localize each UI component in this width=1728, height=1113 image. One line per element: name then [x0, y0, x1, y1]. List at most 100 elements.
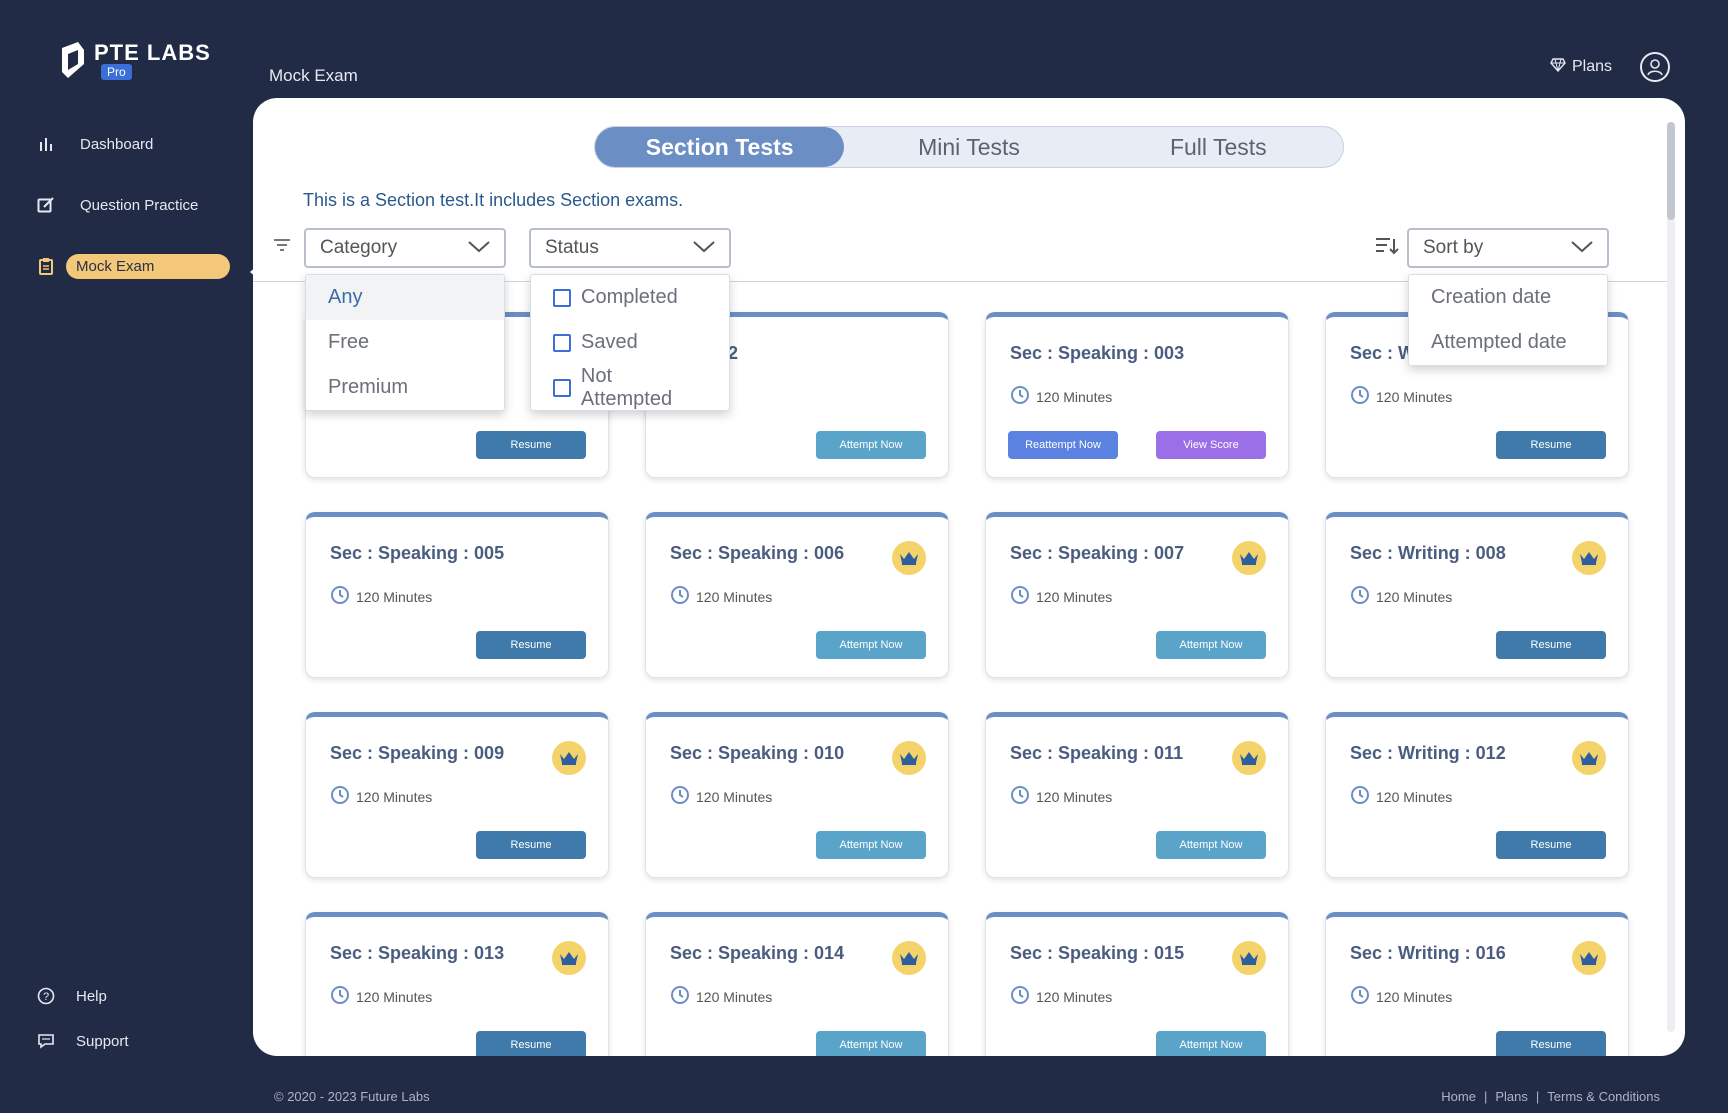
crown-icon	[1572, 541, 1606, 575]
card-title: Sec : Speaking : 005	[330, 543, 505, 563]
sort-dropdown: Creation date Attempted date	[1408, 274, 1608, 366]
brand-logo[interactable]: PTE LABS Pro	[60, 40, 211, 80]
footer-link-home[interactable]: Home	[1441, 1089, 1476, 1104]
clock-icon	[330, 585, 350, 608]
card-title: Sec : Speaking : 014	[670, 943, 845, 963]
logo-mark-icon	[60, 40, 86, 80]
checkbox[interactable]	[553, 378, 571, 397]
status-option-not-attempted[interactable]: Not Attempted	[531, 365, 729, 410]
checkbox[interactable]	[553, 333, 571, 352]
sidebar-item-label: Dashboard	[80, 135, 154, 153]
footer-links: Home | Plans | Terms & Conditions	[1441, 1089, 1660, 1104]
resume-button[interactable]: Resume	[476, 431, 586, 459]
user-avatar-icon[interactable]	[1640, 52, 1670, 82]
status-option-saved[interactable]: Saved	[531, 320, 729, 365]
test-card[interactable]: Sec : Speaking : 013 120 Minutes Resume	[305, 912, 609, 1056]
test-card[interactable]: Sec : Speaking : 005 120 Minutes Resume	[305, 512, 609, 678]
test-card[interactable]: Sec : Speaking : 010 120 Minutes Attempt N…	[645, 712, 949, 878]
card-title: Sec : Speaking : 015	[1010, 943, 1185, 963]
info-text: This is a Section test.It includes Secti…	[303, 190, 684, 210]
test-card[interactable]: Sec : Speaking : 003 120 Minutes Reattempt…	[985, 312, 1289, 478]
duration-label: 120 Minutes	[696, 588, 773, 605]
sort-icon[interactable]	[1375, 236, 1399, 261]
status-select-label: Status	[545, 237, 599, 258]
footer-link-terms[interactable]: Terms & Conditions	[1547, 1089, 1660, 1104]
card-title: Sec : Writing : 012	[1350, 743, 1506, 763]
category-select[interactable]: Category	[304, 228, 506, 268]
test-card[interactable]: Sec : Speaking : 014 120 Minutes Attempt N…	[645, 912, 949, 1056]
test-card[interactable]: Sec : Writing : 016 120 Minutes Resume	[1325, 912, 1629, 1056]
plans-link[interactable]: Plans	[1550, 57, 1612, 77]
filter-icon[interactable]	[273, 238, 291, 257]
card-duration: 120 Minutes	[1350, 985, 1452, 1008]
status-select[interactable]: Status	[529, 228, 731, 268]
card-title: Sec : Speaking : 011	[1010, 743, 1184, 763]
chevron-down-icon	[693, 237, 715, 259]
resume-button[interactable]: Resume	[1496, 431, 1606, 459]
crown-icon	[1232, 941, 1266, 975]
category-option-free[interactable]: Free	[328, 331, 370, 353]
test-card[interactable]: Sec : Writing : 012 120 Minutes Resume	[1325, 712, 1629, 878]
crown-icon	[892, 541, 926, 575]
attempt-now-button[interactable]: Attempt Now	[816, 631, 926, 659]
sidebar-nav: Dashboard Question Practice Mock Exam	[36, 130, 236, 313]
scrollbar-thumb[interactable]	[1667, 122, 1675, 220]
duration-label: 120 Minutes	[1036, 988, 1113, 1005]
clock-icon	[670, 785, 690, 808]
attempt-now-button[interactable]: Attempt Now	[1156, 631, 1266, 659]
sidebar-item-label: Support	[76, 1032, 129, 1050]
resume-button[interactable]: Resume	[1496, 831, 1606, 859]
sidebar-item-support[interactable]: Support	[36, 1027, 236, 1055]
test-card[interactable]: Sec : Speaking : 007 120 Minutes Attempt N…	[985, 512, 1289, 678]
checkbox[interactable]	[553, 288, 571, 307]
copyright: © 2020 - 2023 Future Labs	[274, 1089, 430, 1104]
crown-icon	[1572, 741, 1606, 775]
sort-option-creation-date[interactable]: Creation date	[1431, 286, 1552, 308]
sidebar-item-dashboard[interactable]: Dashboard	[36, 130, 236, 158]
test-card[interactable]: Sec : Speaking : 009 120 Minutes Resume	[305, 712, 609, 878]
clock-icon	[1010, 785, 1030, 808]
card-duration: 120 Minutes	[670, 985, 772, 1008]
scrollbar[interactable]	[1667, 122, 1675, 1032]
footer-link-plans[interactable]: Plans	[1495, 1089, 1528, 1104]
sort-select[interactable]: Sort by	[1407, 228, 1609, 268]
category-option-any[interactable]: Any	[306, 275, 504, 320]
test-card[interactable]: Sec : Speaking : 015 120 Minutes Attempt N…	[985, 912, 1289, 1056]
clock-icon	[1010, 385, 1030, 408]
card-duration: 120 Minutes	[330, 985, 432, 1008]
tab-mini-tests[interactable]: Mini Tests	[918, 133, 1020, 160]
test-card[interactable]: Sec : Writing : 008 120 Minutes Resume	[1325, 512, 1629, 678]
test-card[interactable]: Sec : Speaking : 006 120 Minutes Attempt N…	[645, 512, 949, 678]
tab-section-tests[interactable]: Section Tests	[595, 127, 845, 167]
card-duration: 120 Minutes	[330, 585, 432, 608]
sidebar-item-question-practice[interactable]: Question Practice	[36, 191, 236, 219]
attempt-now-button[interactable]: Attempt Now	[816, 831, 926, 859]
tab-full-tests[interactable]: Full Tests	[1169, 133, 1267, 160]
resume-button[interactable]: Resume	[1496, 631, 1606, 659]
pro-badge: Pro	[101, 64, 132, 80]
status-option-completed[interactable]: Completed	[531, 275, 729, 320]
attempt-now-button[interactable]: Attempt Now	[1156, 1031, 1266, 1056]
sidebar-item-help[interactable]: ? Help	[36, 982, 236, 1010]
duration-label: 120 Minutes	[1376, 588, 1453, 605]
attempt-now-button[interactable]: Attempt Now	[816, 1031, 926, 1056]
category-option-premium[interactable]: Premium	[328, 376, 409, 398]
resume-button[interactable]: Resume	[476, 1031, 586, 1056]
crown-icon	[892, 741, 926, 775]
card-duration: 120 Minutes	[670, 785, 772, 808]
status-option-label: Saved	[581, 331, 638, 353]
resume-button[interactable]: Resume	[476, 831, 586, 859]
resume-button[interactable]: Resume	[1496, 1031, 1606, 1056]
clock-icon	[330, 785, 350, 808]
sidebar-item-mock-exam[interactable]: Mock Exam	[36, 252, 236, 280]
svg-text:?: ?	[43, 991, 49, 1003]
attempt-now-button[interactable]: Attempt Now	[1156, 831, 1266, 859]
card-duration: 120 Minutes	[1350, 785, 1452, 808]
view-score-button[interactable]: View Score	[1156, 431, 1266, 459]
sort-option-attempted-date[interactable]: Attempted date	[1431, 331, 1567, 353]
resume-button[interactable]: Resume	[476, 631, 586, 659]
reattempt-now-button[interactable]: Reattempt Now	[1008, 431, 1118, 459]
test-card[interactable]: Sec : Speaking : 011 120 Minutes Attempt N…	[985, 712, 1289, 878]
crown-icon	[552, 741, 586, 775]
attempt-now-button[interactable]: Attempt Now	[816, 431, 926, 459]
